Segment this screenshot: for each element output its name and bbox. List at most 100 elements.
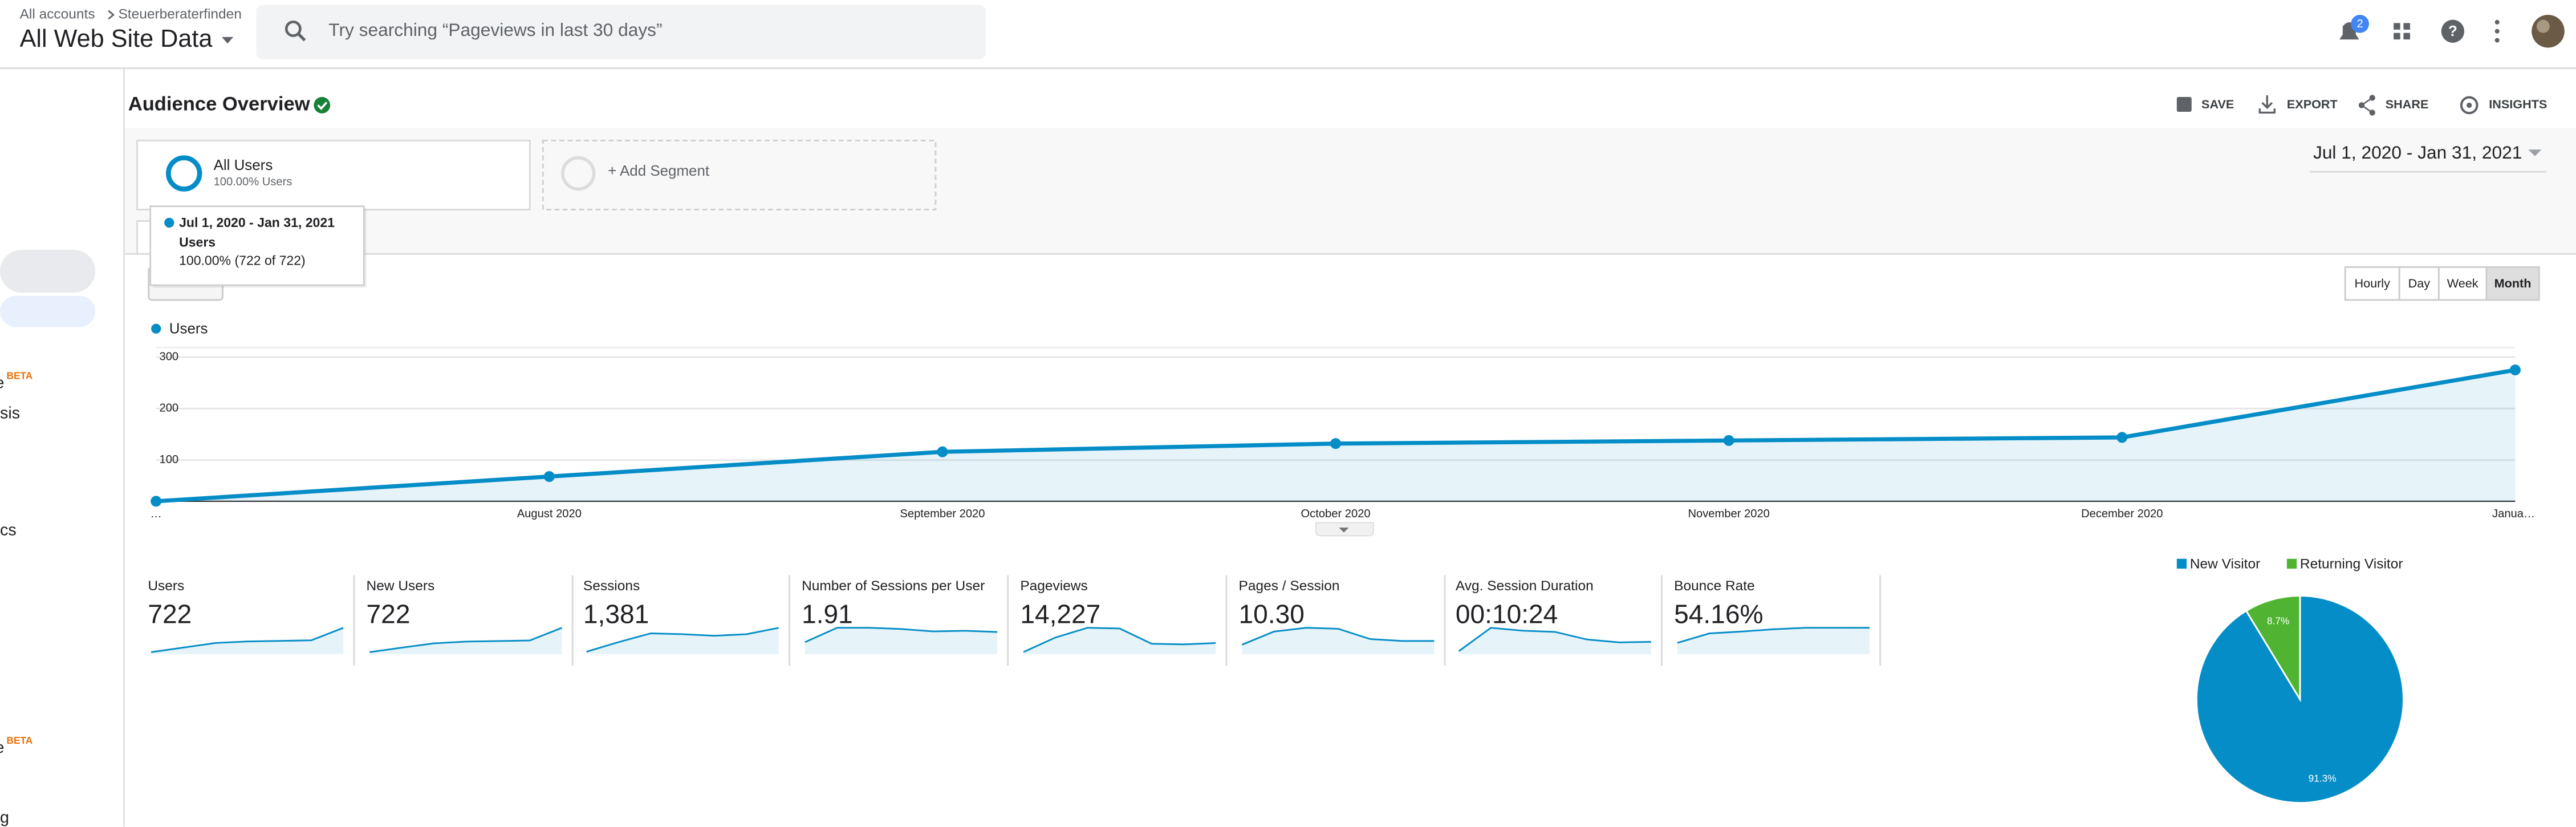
sidebar-item[interactable]: e — [0, 739, 4, 757]
sparkline — [1677, 627, 1870, 644]
metrics: Users 722 New Users 722 Sessions 1,381 Number … — [148, 575, 1882, 666]
granularity: Hourly Day Week Month — [2344, 266, 2540, 301]
data-point[interactable] — [543, 471, 555, 483]
breadcrumb-account[interactable]: All accounts — [20, 6, 95, 22]
sparkline-area — [151, 627, 344, 654]
legend-swatch — [2286, 558, 2297, 569]
tooltip-metric: Users — [179, 235, 216, 250]
metric-label: Pages / Session — [1239, 578, 1340, 594]
segment-ring — [166, 155, 202, 192]
tooltip-value: 100.00% (722 of 722) — [179, 253, 306, 267]
metric-value: 1,381 — [583, 599, 649, 629]
sidebar-items: BETA e sis cs BETA e g — [0, 250, 96, 827]
legend-swatch — [2176, 558, 2187, 569]
y-tick-label: 300 — [159, 350, 178, 363]
add-segment-ring — [560, 156, 596, 191]
sparkline-area — [805, 627, 997, 654]
sidebar-item[interactable]: cs — [0, 521, 17, 539]
metric-label: Avg. Session Duration — [1456, 578, 1594, 594]
line-chart: Users 100 200 300 … August 2020 September 2020… — [151, 321, 2535, 521]
sidebar-active-pill — [0, 250, 96, 293]
breadcrumb-chevron — [108, 10, 115, 20]
data-point[interactable] — [1330, 438, 1342, 449]
insights-button[interactable]: INSIGHTS — [2489, 97, 2547, 111]
data-point[interactable] — [151, 496, 162, 507]
sidebar-item[interactable]: g — [0, 809, 9, 827]
metric-value: 10.30 — [1239, 599, 1305, 629]
notifications-badge — [2351, 14, 2369, 33]
sidebar-item[interactable]: e — [0, 374, 4, 392]
x-tick-label: October 2020 — [1301, 508, 1370, 520]
legend-label: New Visitor — [2190, 556, 2260, 571]
granularity-button[interactable] — [2485, 266, 2540, 301]
date-dropdown-arrow — [2528, 149, 2542, 156]
segment-card[interactable] — [136, 139, 531, 210]
avatar-detail — [2536, 19, 2550, 33]
save-button[interactable]: SAVE — [2201, 97, 2234, 111]
y-tick-label: 100 — [159, 453, 178, 466]
area — [156, 370, 2516, 501]
apps-icon[interactable] — [2394, 23, 2410, 40]
verified-check — [317, 102, 328, 110]
metric-label: Users — [148, 578, 184, 594]
add-segment-card[interactable] — [542, 139, 937, 210]
data-point[interactable] — [937, 446, 948, 457]
insights-icon-dot — [2467, 102, 2472, 108]
granularity-button[interactable] — [2344, 266, 2400, 301]
tooltip: Jul 1, 2020 - Jan 31, 2021 Users 100.00%… — [149, 205, 367, 288]
metric-value: 14,227 — [1020, 599, 1100, 629]
pie-slice[interactable] — [2245, 595, 2301, 703]
metric-value: 722 — [367, 599, 411, 629]
granularity-button[interactable] — [2398, 266, 2440, 301]
metric-label: New Users — [367, 578, 435, 594]
sparkline-area — [1023, 627, 1216, 654]
export-icon — [2258, 95, 2276, 114]
sparkline-area — [1458, 627, 1651, 654]
chart-handle-arrow — [1339, 527, 1349, 533]
view-selector[interactable]: All Web Site Data — [20, 25, 213, 52]
metric-label: Bounce Rate — [1674, 578, 1755, 594]
dropdown-arrow — [221, 37, 234, 44]
breadcrumb-property[interactable]: Steuerberaterfinden — [118, 6, 241, 22]
more-icon[interactable] — [2494, 19, 2500, 43]
data-point[interactable] — [2116, 432, 2128, 443]
help-glyph: ? — [2448, 23, 2457, 39]
x-tick-label: September 2020 — [900, 508, 985, 520]
avatar[interactable] — [2532, 14, 2565, 48]
sparkline-area — [369, 627, 562, 654]
sparkline — [1023, 627, 1216, 653]
metric-label: Pageviews — [1020, 578, 1087, 594]
search-box[interactable] — [256, 5, 986, 59]
granularity-button[interactable] — [2437, 266, 2488, 301]
sparkline — [1241, 627, 1435, 646]
sparkline — [1458, 627, 1651, 652]
sparkline — [151, 627, 344, 653]
data-point[interactable] — [1723, 435, 1734, 446]
granularity-label: Week — [2447, 276, 2479, 290]
legend-dot — [151, 323, 161, 334]
header: All accounts Steuerberaterfinden All Web… — [20, 5, 2565, 59]
help-icon[interactable] — [2441, 19, 2465, 43]
metric-label: Sessions — [583, 578, 640, 594]
beta-badge: BETA — [7, 370, 33, 381]
export-button[interactable]: EXPORT — [2287, 97, 2338, 111]
insights-icon — [2460, 96, 2479, 115]
verified-badge — [314, 97, 331, 113]
pie-label: 91.3% — [2309, 772, 2337, 784]
sidebar-item[interactable]: sis — [0, 404, 20, 423]
notifications-count: 2 — [2356, 18, 2363, 30]
page-title: Audience Overview — [128, 94, 310, 115]
actions: SAVE EXPORT SHARE INSIGHTS — [2176, 95, 2547, 116]
sidebar-selected-pill — [0, 295, 96, 327]
x-tick-label: … — [151, 508, 162, 520]
share-button[interactable]: SHARE — [2386, 97, 2429, 111]
pie-chart: New Visitor Returning Visitor 91.3% 8.7% — [2176, 556, 2404, 804]
tooltip-date: Jul 1, 2020 - Jan 31, 2021 — [179, 215, 335, 230]
metric-value: 722 — [148, 599, 192, 629]
add-segment: + Add Segment — [608, 163, 710, 179]
date-range[interactable]: Jul 1, 2020 - Jan 31, 2021 — [2313, 142, 2522, 163]
metric-value: 1.91 — [802, 599, 853, 629]
data-point[interactable] — [2509, 364, 2521, 376]
x-tick-label: November 2020 — [1688, 508, 1769, 520]
